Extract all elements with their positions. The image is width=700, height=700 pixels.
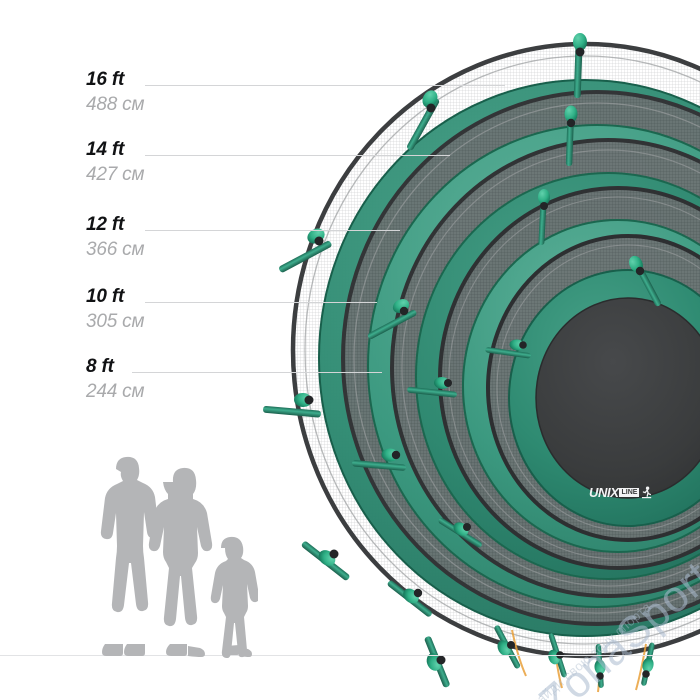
- size-label-16ft-cm: 488 см: [86, 94, 145, 115]
- unix-line-mat-logo: UNIX LINE: [589, 486, 652, 499]
- leader-line-12ft: [145, 230, 400, 231]
- leader-line-10ft: [145, 302, 377, 303]
- jumping-person-icon: [641, 486, 652, 499]
- size-label-10ft: 10 ft 305 см: [86, 286, 145, 332]
- enclosure-poles: [263, 33, 661, 688]
- size-label-12ft: 12 ft 366 см: [86, 214, 145, 260]
- size-label-10ft-cm: 305 см: [86, 311, 145, 332]
- size-label-8ft: 8 ft 244 см: [86, 356, 145, 402]
- leader-line-16ft: [145, 85, 505, 86]
- trampoline-8ft: [486, 234, 700, 542]
- size-label-16ft-feet: 16 ft: [86, 69, 125, 90]
- brand-suffix: LINE: [619, 488, 640, 497]
- size-label-10ft-feet: 10 ft: [86, 286, 125, 307]
- size-label-16ft: 16 ft 488 см: [86, 69, 145, 115]
- size-label-12ft-feet: 12 ft: [86, 214, 125, 235]
- adult-man-silhouette: [100, 456, 160, 656]
- adult-woman-silhouette: [148, 467, 213, 657]
- brand-name: UNIX: [589, 485, 619, 500]
- size-label-8ft-cm: 244 см: [86, 381, 145, 402]
- ground-line: [0, 655, 700, 656]
- leader-line-8ft: [132, 372, 382, 373]
- scale-figures-group: [78, 450, 258, 658]
- size-label-14ft: 14 ft 427 см: [86, 139, 145, 185]
- leader-line-14ft: [145, 155, 450, 156]
- size-label-12ft-cm: 366 см: [86, 239, 145, 260]
- child-silhouette: [210, 536, 258, 658]
- size-label-14ft-feet: 14 ft: [86, 139, 125, 160]
- size-label-8ft-feet: 8 ft: [86, 356, 114, 377]
- size-label-14ft-cm: 427 см: [86, 164, 145, 185]
